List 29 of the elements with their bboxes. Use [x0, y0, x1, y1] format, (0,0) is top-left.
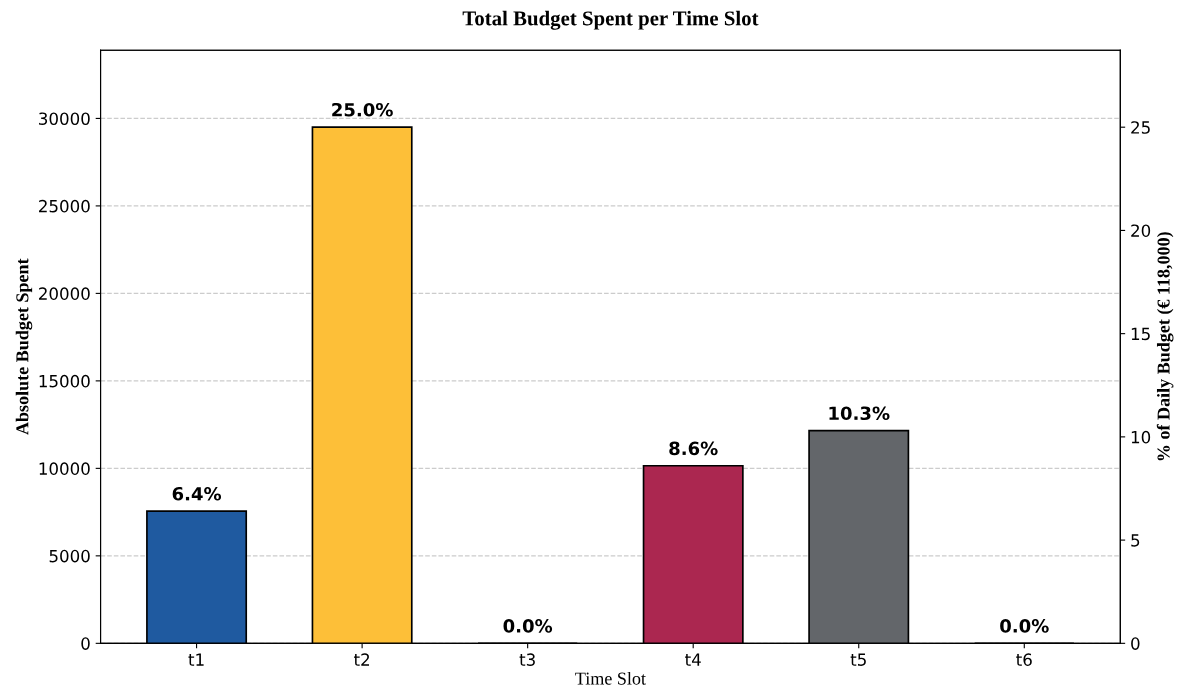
data-label: 0.0% — [503, 619, 553, 633]
y2-tick-label: 15 — [1131, 327, 1150, 341]
y-tick-label: 25000 — [39, 199, 90, 213]
x-axis-title: Time Slot — [575, 671, 646, 685]
y2-tick-label: 25 — [1131, 121, 1150, 134]
data-label: 6.4% — [172, 486, 222, 501]
y-tick-label: 10000 — [39, 462, 90, 475]
y-tick-label: 5000 — [49, 549, 90, 563]
y-axis-title: Absolute Budget Spent — [15, 258, 33, 435]
y-tick-label: 0 — [81, 637, 90, 650]
y2-tick-label: 0 — [1131, 637, 1140, 650]
x-tick-label: t1 — [188, 653, 204, 666]
chart-title: Total Budget Spent per Time Slot — [462, 10, 759, 30]
y2-tick-label: 10 — [1131, 430, 1151, 444]
y-tick-label: 15000 — [39, 374, 90, 388]
data-label: 8.6% — [669, 441, 718, 456]
data-label: 0.0% — [1000, 619, 1049, 633]
x-tick-label: t6 — [1016, 653, 1032, 666]
x-tick-label: t3 — [519, 653, 535, 666]
x-tick-label: t5 — [850, 653, 866, 666]
y-tick-label: 30000 — [39, 112, 90, 125]
y2-axis-title: % of Daily Budget (€ 118,000) — [1156, 232, 1174, 461]
x-tick-label: t4 — [685, 653, 701, 666]
y-tick-label: 20000 — [39, 287, 90, 300]
x-tick-label: t2 — [353, 653, 370, 666]
data-label: 10.3% — [829, 406, 890, 421]
y2-tick-label: 5 — [1131, 534, 1140, 547]
data-label: 25.0% — [332, 102, 393, 117]
y2-tick-label: 20 — [1131, 224, 1151, 237]
